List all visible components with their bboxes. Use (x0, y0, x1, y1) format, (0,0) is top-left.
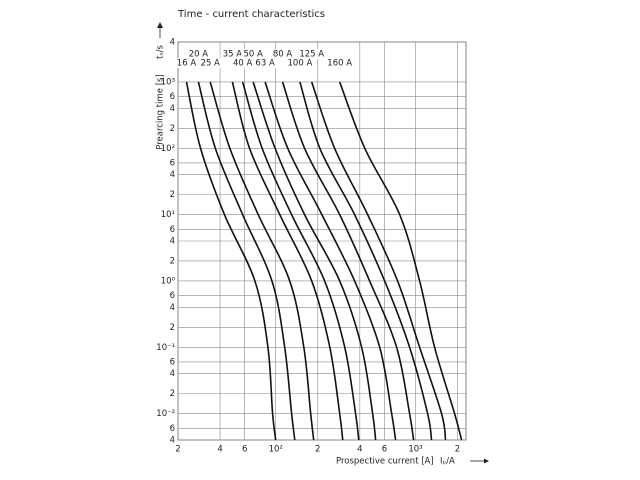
curve-label-bg (220, 49, 245, 59)
curve-label-bg (253, 58, 278, 68)
curve-label: 160 A (327, 59, 352, 69)
x-tick-label: 6 (382, 445, 387, 455)
x-arrow-head (484, 458, 489, 464)
curve (231, 81, 344, 441)
curve-label: 25 A (201, 59, 221, 69)
curve (310, 81, 447, 441)
curve-label-bg (174, 58, 199, 68)
y-tick-label: 2 (170, 389, 175, 399)
y-tick-label: 10¹ (161, 210, 175, 220)
curve-label-bg (299, 49, 324, 59)
y-tick-label: 6 (170, 424, 175, 434)
curve-label-bg (241, 49, 266, 59)
y-tick-label: 10⁻² (156, 409, 175, 419)
y-tick-label: 4 (170, 436, 175, 446)
grid (177, 41, 467, 441)
y-label: Prearcing time [s] (156, 74, 166, 150)
curve-label: 50 A (243, 50, 263, 60)
curve-label: 40 A (233, 59, 253, 69)
y-tick-label: 4 (170, 303, 175, 313)
y-tick-label: 2 (170, 323, 175, 333)
x-tick-label: 4 (217, 445, 222, 455)
y-arrow-head (157, 22, 163, 28)
x-tick-label: 2 (175, 445, 180, 455)
curve-label: 80 A (273, 50, 293, 60)
y-tick-label: 10³ (161, 77, 175, 87)
y-tick-label: 4 (170, 170, 175, 180)
y-tick-label: 10² (161, 144, 175, 154)
x-tick-label: 6 (242, 445, 247, 455)
curve-label-bg (186, 49, 211, 59)
y-tick-label: 6 (170, 357, 175, 367)
curve-label: 63 A (255, 59, 275, 69)
y-tick-label: 10⁰ (161, 276, 176, 286)
curve (252, 81, 377, 441)
curve-label-bg (198, 58, 223, 68)
y-tick-label: 6 (170, 291, 175, 301)
curve (185, 81, 277, 441)
y-tick-label: 2 (170, 124, 175, 134)
curve-label: 100 A (288, 59, 313, 69)
curve-label-bg (287, 58, 312, 68)
x-label: Prospective current [A] (336, 457, 434, 467)
x-tick-label: 2 (455, 445, 460, 455)
curve (209, 81, 315, 441)
y-tick-label: 4 (170, 104, 175, 114)
curve-label-bg (230, 58, 255, 68)
curve (281, 81, 415, 441)
x-tick-label: 10³ (408, 445, 422, 455)
curve (338, 81, 463, 441)
curve-label: 16 A (177, 59, 197, 69)
y-tick-label: 2 (170, 190, 175, 200)
x-tick-label: 2 (315, 445, 320, 455)
curve (197, 81, 296, 441)
x-symbol: Iₚ/A (440, 457, 455, 467)
y-tick-label: 4 (170, 237, 175, 247)
y-tick-label: 6 (170, 92, 175, 102)
y-tick-label: 4 (170, 38, 175, 48)
x-tick-label: 10² (269, 445, 283, 455)
chart-title: Time - current characteristics (177, 9, 325, 20)
y-symbol: tₛ/s (156, 45, 166, 59)
curve (299, 81, 433, 441)
y-tick-label: 6 (170, 158, 175, 168)
curve (264, 81, 397, 441)
y-tick-label: 2 (170, 256, 175, 266)
y-tick-label: 4 (170, 369, 175, 379)
curve-label-bg (327, 58, 352, 68)
x-tick-label: 4 (357, 445, 362, 455)
y-axis-label: Prearcing time [s] tₛ/s (156, 45, 166, 150)
y-tick-label: 6 (170, 225, 175, 235)
curve-label: 125 A (299, 50, 324, 60)
curve-label: 35 A (223, 50, 243, 60)
curve-label: 20 A (189, 50, 209, 60)
curve-label-bg (270, 49, 295, 59)
curve (241, 81, 360, 441)
y-tick-label: 10⁻¹ (156, 343, 175, 353)
